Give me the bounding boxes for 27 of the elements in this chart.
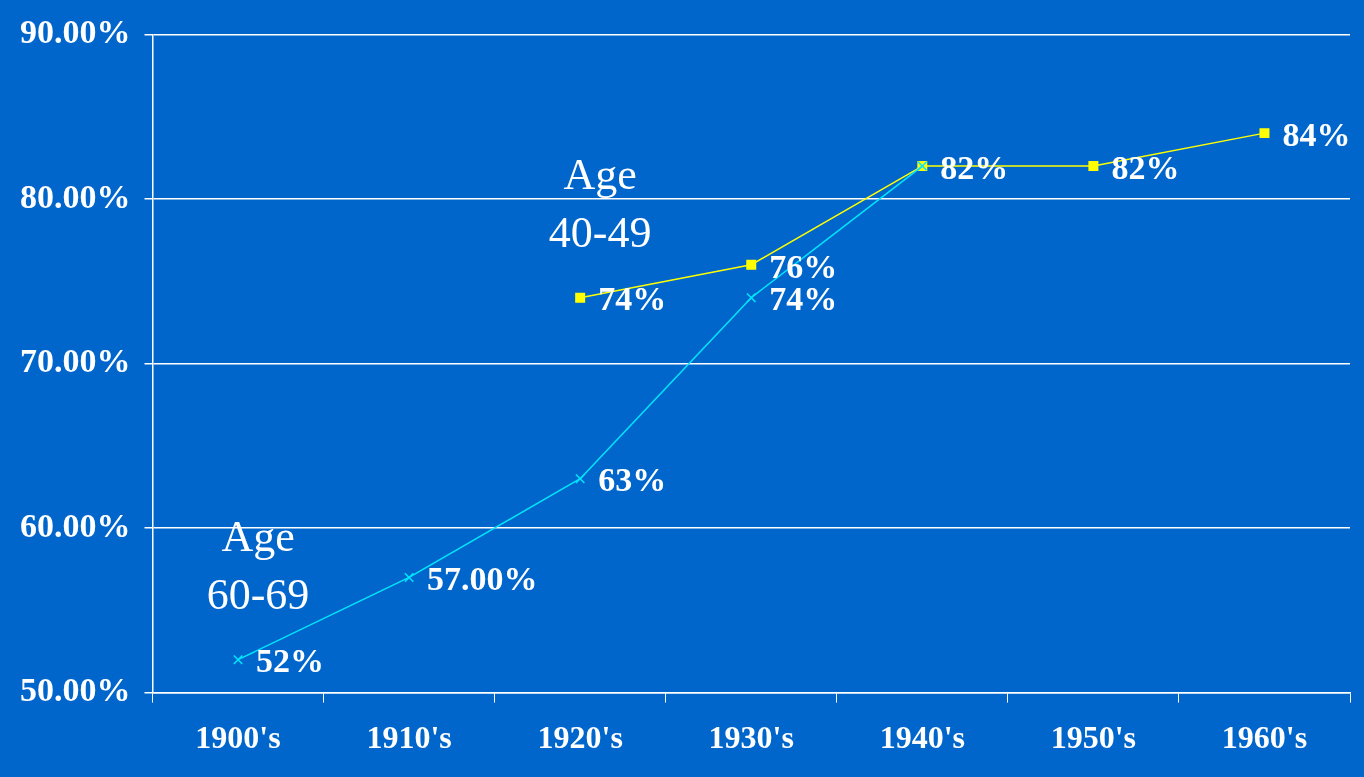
data-label: 52%: [256, 642, 325, 680]
y-tick-label: 70.00%: [20, 342, 131, 380]
point: [575, 292, 586, 303]
data-label: 84%: [1282, 115, 1351, 153]
point: [404, 572, 415, 583]
point: [746, 259, 757, 270]
point: [233, 654, 244, 665]
y-tick-label: 80.00%: [20, 177, 131, 215]
x-tick-label: 1930's: [708, 719, 794, 756]
point: [746, 292, 757, 303]
data-label: 82%: [1111, 148, 1180, 186]
x-tick-label: 1910's: [366, 719, 452, 756]
data-label: 74%: [598, 280, 667, 318]
x-tick-label: 1950's: [1050, 719, 1137, 756]
y-tick-label: 90.00%: [20, 13, 131, 51]
data-label: 57.00%: [427, 560, 538, 598]
x-tick-label: 1920's: [537, 719, 623, 756]
y-tick-label: 60.00%: [20, 506, 131, 544]
y-tick-label: 50.00%: [20, 671, 131, 709]
x-tick-label: 1960's: [1221, 719, 1308, 756]
data-label: 63%: [598, 461, 667, 499]
point: [1259, 128, 1270, 139]
point: [1088, 161, 1099, 172]
x-tick-label: 1940's: [879, 719, 965, 756]
x-tick-label: 1900's: [195, 719, 281, 756]
series-label: Age 40-49: [548, 150, 652, 258]
point: [575, 473, 586, 484]
